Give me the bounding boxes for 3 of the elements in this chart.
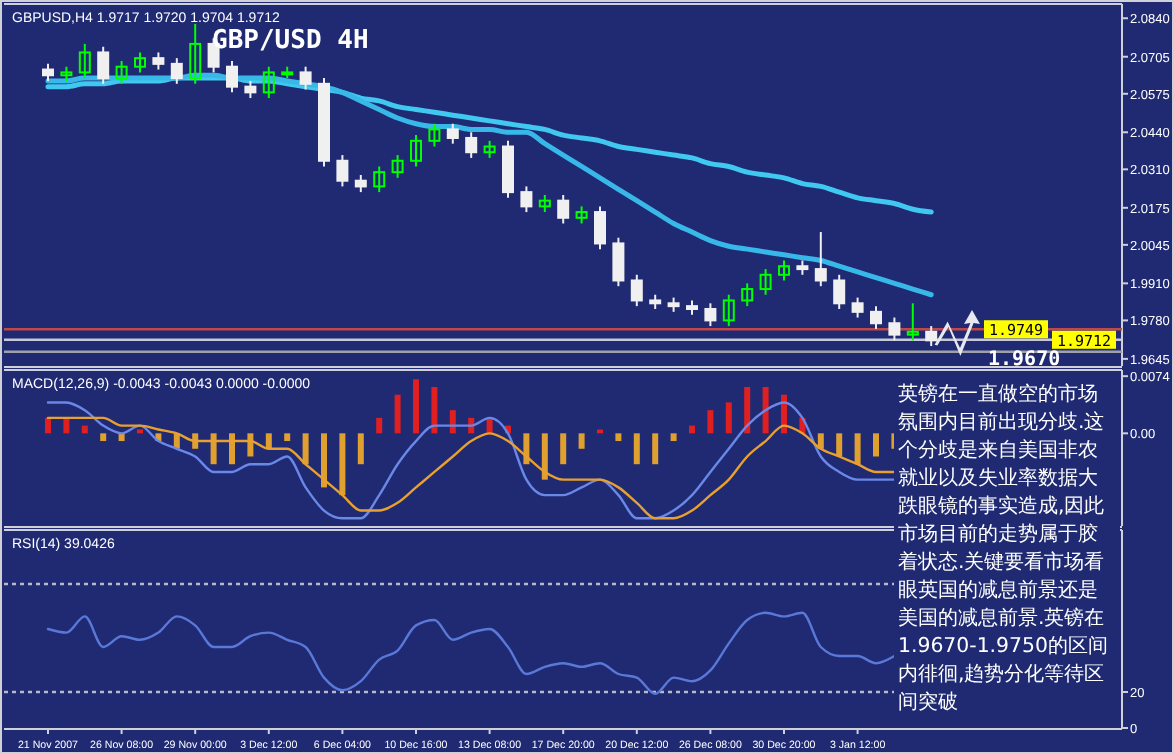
text: GBP/USD 4H <box>212 26 369 56</box>
annotation: 1.9670 <box>988 348 1061 371</box>
text: 英镑在一直做空的市场氛围内目前出现分歧.这个分歧是来自美国非农就业以及失业率数据大跌眼镜的事实造成,因此市场目前的走势属于胶着状态.关键要看市场看眼英国的减息前景还是美国的减息前景.英镑在1.9670-1.9750的区间内徘徊,趋势分化等待区间突破 <box>898 384 1108 714</box>
